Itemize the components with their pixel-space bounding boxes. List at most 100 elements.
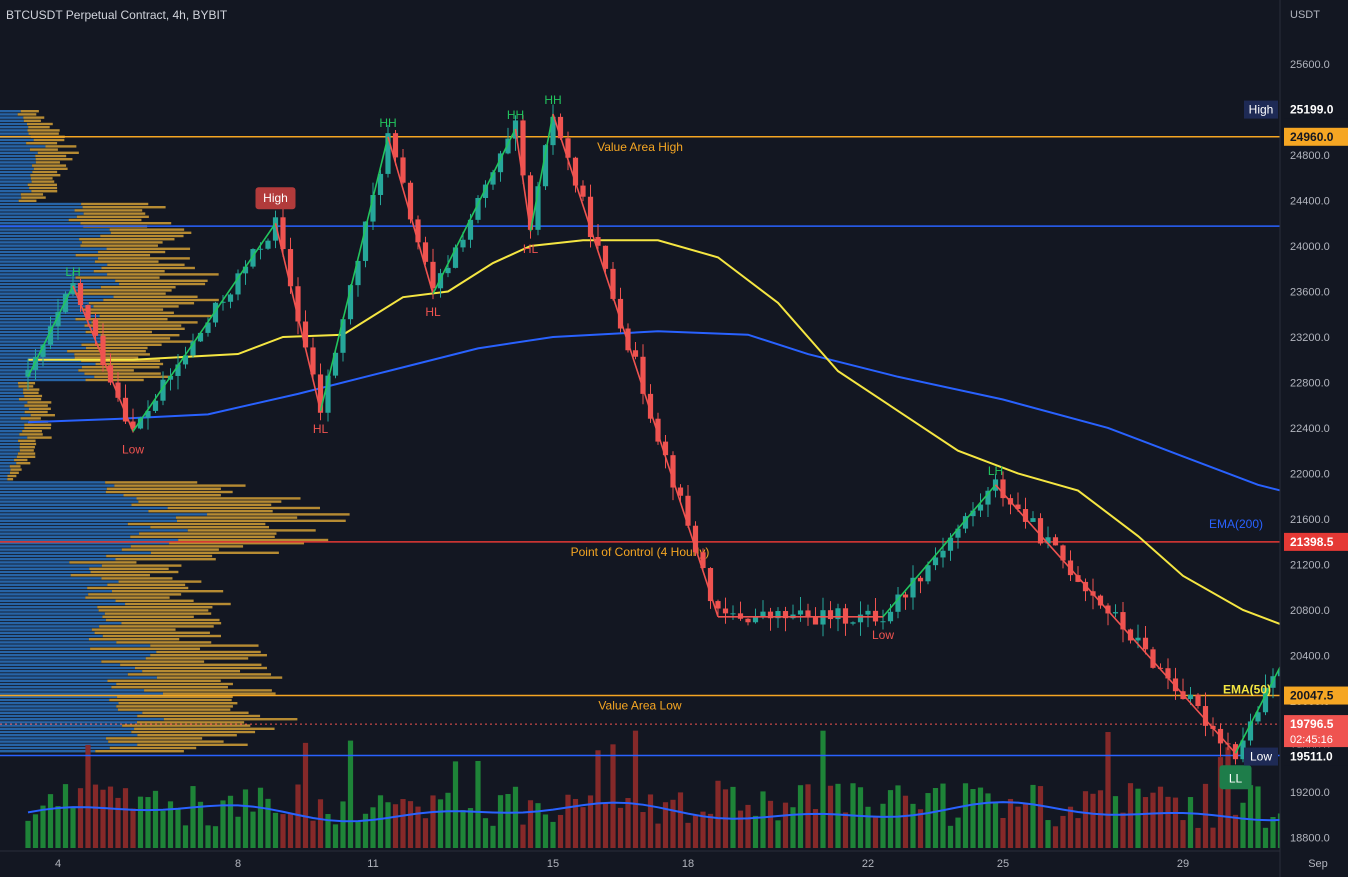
vp-bar-buy (0, 420, 29, 423)
candle-body (895, 594, 901, 612)
vp-bar-sell (20, 110, 39, 113)
candle (70, 271, 76, 297)
vp-bar-sell (74, 356, 139, 359)
vp-bar-sell (79, 238, 175, 241)
y-tick-label: 23600.0 (1290, 286, 1330, 298)
vp-bar-buy (0, 695, 118, 698)
volume-bar (827, 785, 834, 848)
candle (235, 269, 241, 301)
axis-currency: USDT (1290, 9, 1320, 21)
vp-bar-sell (84, 324, 182, 327)
candle (385, 124, 391, 178)
candle-body (970, 510, 976, 517)
volume-bar (610, 744, 616, 848)
vp-bar-buy (0, 353, 75, 356)
vp-bar-buy (0, 183, 28, 186)
vp-bar-sell (85, 346, 148, 350)
volume-bar (1097, 790, 1104, 848)
candle (587, 184, 594, 248)
vp-bar-buy (0, 110, 21, 113)
volume-bar (767, 800, 774, 848)
volume-bar (565, 794, 571, 848)
vp-bar-sell (28, 132, 59, 135)
volume-bar (197, 801, 204, 848)
vp-bar-sell (7, 474, 17, 478)
candle-body (910, 577, 916, 598)
volume-bar (160, 810, 166, 848)
volume-bar (692, 815, 699, 848)
candle (310, 337, 316, 382)
volume-bar (467, 808, 474, 848)
swing-segment (132, 222, 277, 432)
vp-bar-sell (29, 148, 58, 151)
candle-body (1052, 537, 1059, 546)
vp-bar-buy (0, 618, 106, 622)
vp-bar-buy (0, 170, 33, 174)
vp-bar-sell (101, 564, 182, 567)
candle (610, 261, 616, 301)
volume-bar (932, 788, 939, 848)
candle (190, 333, 196, 358)
low-price-tag: 19511.0 (1290, 750, 1333, 764)
vp-bar-sell (16, 462, 31, 465)
vp-bar-buy (0, 199, 19, 202)
swing-segment (319, 136, 389, 412)
volume-bar (385, 802, 391, 848)
vp-bar-buy (0, 222, 81, 225)
candle-body (1135, 637, 1141, 641)
vp-bar-buy (0, 286, 101, 289)
vp-bar-sell (115, 599, 194, 602)
vp-bar-buy (0, 372, 85, 375)
candle (715, 599, 721, 617)
vp-bar-sell (27, 401, 52, 404)
candle-body (550, 116, 556, 146)
vp-bar-buy (0, 615, 103, 618)
volume-bar (85, 744, 91, 848)
vah-price-tag: 24960.0 (1290, 130, 1334, 144)
volume-bar (572, 798, 579, 848)
candle (632, 341, 639, 360)
vp-bar-buy (0, 548, 122, 551)
swing-segment (882, 484, 997, 618)
volume-bar (1037, 786, 1044, 848)
volume-bar (1247, 785, 1254, 848)
candle (805, 603, 811, 626)
vp-bar-sell (27, 129, 60, 132)
volume-bar (797, 785, 804, 848)
vp-bar-sell (118, 702, 238, 705)
volume-bar (505, 794, 511, 848)
vp-bar-sell (85, 378, 144, 382)
vp-bar-buy (0, 660, 102, 663)
vp-bar-buy (0, 394, 25, 398)
vp-bar-buy (0, 378, 86, 382)
vp-bar-sell (120, 663, 262, 666)
vp-bar-buy (0, 401, 28, 404)
vp-bar-sell (117, 695, 233, 698)
ema200-line (27, 330, 1348, 509)
y-tick-label: 18800.0 (1290, 832, 1330, 844)
candle (595, 223, 601, 250)
candle (977, 493, 984, 517)
volume-bar (1052, 826, 1059, 848)
vp-bar-sell (107, 583, 186, 586)
vp-bar-sell (99, 625, 214, 628)
candle-body (835, 608, 841, 620)
candle-body (122, 397, 129, 422)
volume-bar (977, 787, 984, 848)
candle-body (152, 400, 159, 411)
swing-label: HL (425, 305, 441, 319)
vp-bar-buy (0, 126, 29, 129)
candle (505, 127, 511, 155)
candle-body (400, 157, 406, 183)
vp-bar-buy (0, 330, 86, 334)
vp-bar-buy (0, 593, 89, 596)
volume-bar (737, 810, 744, 848)
candle (910, 565, 916, 610)
candle (565, 131, 571, 171)
candle-body (407, 182, 414, 220)
volume-bar (77, 788, 84, 848)
vp-bar-buy (0, 193, 21, 196)
volume-bar (857, 787, 864, 848)
volume-bar (107, 786, 114, 848)
